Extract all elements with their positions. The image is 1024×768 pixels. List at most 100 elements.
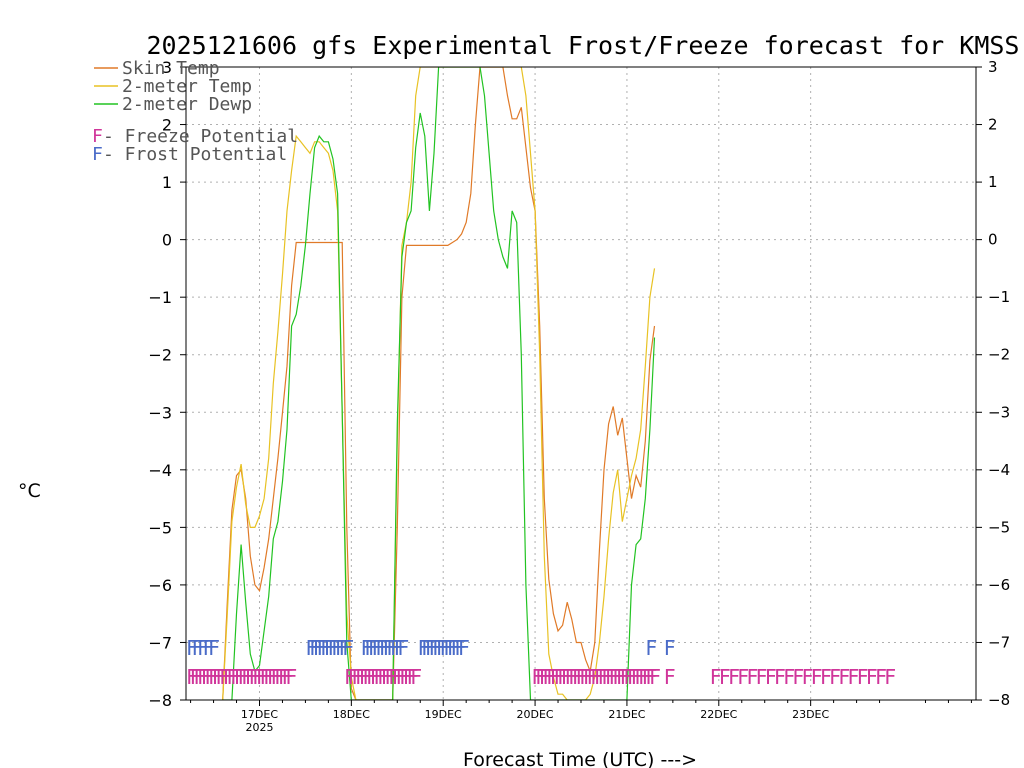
freeze-mark: F xyxy=(344,665,356,689)
frost-mark: F xyxy=(383,636,395,660)
freeze-mark: F xyxy=(579,665,591,689)
freeze-mark: F xyxy=(351,665,363,689)
frost-mark: F xyxy=(192,636,204,660)
freeze-mark: F xyxy=(583,665,595,689)
freeze-mark: F xyxy=(282,665,294,689)
series-line-2-meter-temp xyxy=(222,67,656,700)
frost-mark: F xyxy=(429,636,441,660)
grid xyxy=(186,67,976,700)
freeze-mark: F xyxy=(546,665,558,689)
y-tick-label-right: −5 xyxy=(988,518,1010,536)
frost-mark: F xyxy=(421,636,433,660)
frost-mark: F xyxy=(417,636,429,660)
freeze-mark: F xyxy=(355,665,367,689)
freeze-mark: F xyxy=(609,665,621,689)
frost-mark: F xyxy=(361,636,373,660)
freeze-mark: F xyxy=(542,665,554,689)
freeze-mark: F xyxy=(792,665,804,689)
y-tick-label-right: −6 xyxy=(988,576,1010,594)
freeze-mark: F xyxy=(215,665,227,689)
freeze-mark: F xyxy=(370,665,382,689)
freeze-mark: F xyxy=(572,665,584,689)
y-tick-label: 0 xyxy=(162,231,172,250)
freeze-mark: F xyxy=(627,665,639,689)
frost-mark: F xyxy=(447,636,459,660)
freeze-mark: F xyxy=(539,665,551,689)
freeze-mark: F xyxy=(564,665,576,689)
legend-item: F - Freeze Potential xyxy=(92,126,298,147)
freeze-mark: F xyxy=(410,665,422,689)
freeze-mark: F xyxy=(645,665,657,689)
freeze-mark: F xyxy=(568,665,580,689)
x-axis-label: Forecast Time (UTC) ---> xyxy=(463,749,697,768)
freeze-mark: F xyxy=(373,665,385,689)
freeze-mark: F xyxy=(359,665,371,689)
freeze-mark: F xyxy=(395,665,407,689)
legend-label: - Frost Potential xyxy=(103,144,287,165)
series-line-skin-temp xyxy=(222,67,656,700)
freeze-mark: F xyxy=(575,665,587,689)
freeze-mark: F xyxy=(561,665,573,689)
freeze-mark: F xyxy=(193,665,205,689)
y-tick-label-right: 0 xyxy=(988,231,998,249)
legend-glyph: F xyxy=(92,144,103,165)
frost-mark: F xyxy=(342,636,354,660)
freeze-mark: F xyxy=(248,665,260,689)
frost-mark: F xyxy=(454,636,466,660)
freeze-mark: F xyxy=(230,665,242,689)
frost-mark: F xyxy=(320,636,332,660)
freeze-mark: F xyxy=(403,665,415,689)
y-axis-right: −8 −7 −6 −5 −4 −3 −2 −1 0 1 2 3 xyxy=(976,58,1010,709)
frost-mark: F xyxy=(390,636,402,660)
freeze-mark: F xyxy=(535,665,547,689)
freeze-mark: F xyxy=(631,665,643,689)
legend-item: 2-meter Temp xyxy=(94,76,252,97)
y-tick-label-right: −1 xyxy=(988,288,1010,306)
frost-mark: F xyxy=(368,636,380,660)
freeze-mark: F xyxy=(531,665,543,689)
freeze-mark: F xyxy=(190,665,202,689)
x-tick-label: 23DEC xyxy=(792,708,829,721)
frost-mark: F xyxy=(324,636,336,660)
freeze-mark: F xyxy=(278,665,290,689)
legend-label: Skin Temp xyxy=(122,58,220,79)
y-tick-label: 3 xyxy=(162,58,172,77)
freeze-mark: F xyxy=(649,665,661,689)
y-tick-label: −2 xyxy=(148,346,172,365)
series-layer xyxy=(222,67,656,700)
y-tick-label: 1 xyxy=(162,173,172,192)
freeze-mark: F xyxy=(756,665,768,689)
frost-mark: F xyxy=(208,636,220,660)
freeze-mark: F xyxy=(838,665,850,689)
freeze-mark: F xyxy=(587,665,599,689)
frost-mark: F xyxy=(203,636,215,660)
freeze-mark: F xyxy=(710,665,722,689)
legend-item: F - Frost Potential xyxy=(92,144,287,165)
freeze-mark: F xyxy=(719,665,731,689)
freeze-mark: F xyxy=(223,665,235,689)
y-axis-left: −8 −7 −6 −5 −4 −3 −2 −1 0 1 2 3 xyxy=(148,58,186,710)
frost-mark: F xyxy=(451,636,463,660)
frost-mark: F xyxy=(327,636,339,660)
y-tick-label: −5 xyxy=(148,518,172,537)
frost-mark: F xyxy=(338,636,350,660)
legend-label: 2-meter Dewp xyxy=(122,94,252,115)
x-tick-sublabel: 2025 xyxy=(245,721,273,734)
freeze-mark: F xyxy=(553,665,565,689)
x-tick-label: 22DEC xyxy=(700,708,737,721)
freeze-mark: F xyxy=(212,665,224,689)
freeze-mark: F xyxy=(241,665,253,689)
freeze-mark: F xyxy=(362,665,374,689)
frost-mark: F xyxy=(645,636,657,660)
freeze-mark: F xyxy=(219,665,231,689)
freeze-mark: F xyxy=(829,665,841,689)
freeze-mark: F xyxy=(664,665,676,689)
freeze-mark: F xyxy=(765,665,777,689)
x-tick-label: 18DEC xyxy=(333,708,370,721)
freeze-mark: F xyxy=(197,665,209,689)
frost-mark: F xyxy=(432,636,444,660)
freeze-mark: F xyxy=(598,665,610,689)
y-tick-label-right: 3 xyxy=(988,58,998,76)
